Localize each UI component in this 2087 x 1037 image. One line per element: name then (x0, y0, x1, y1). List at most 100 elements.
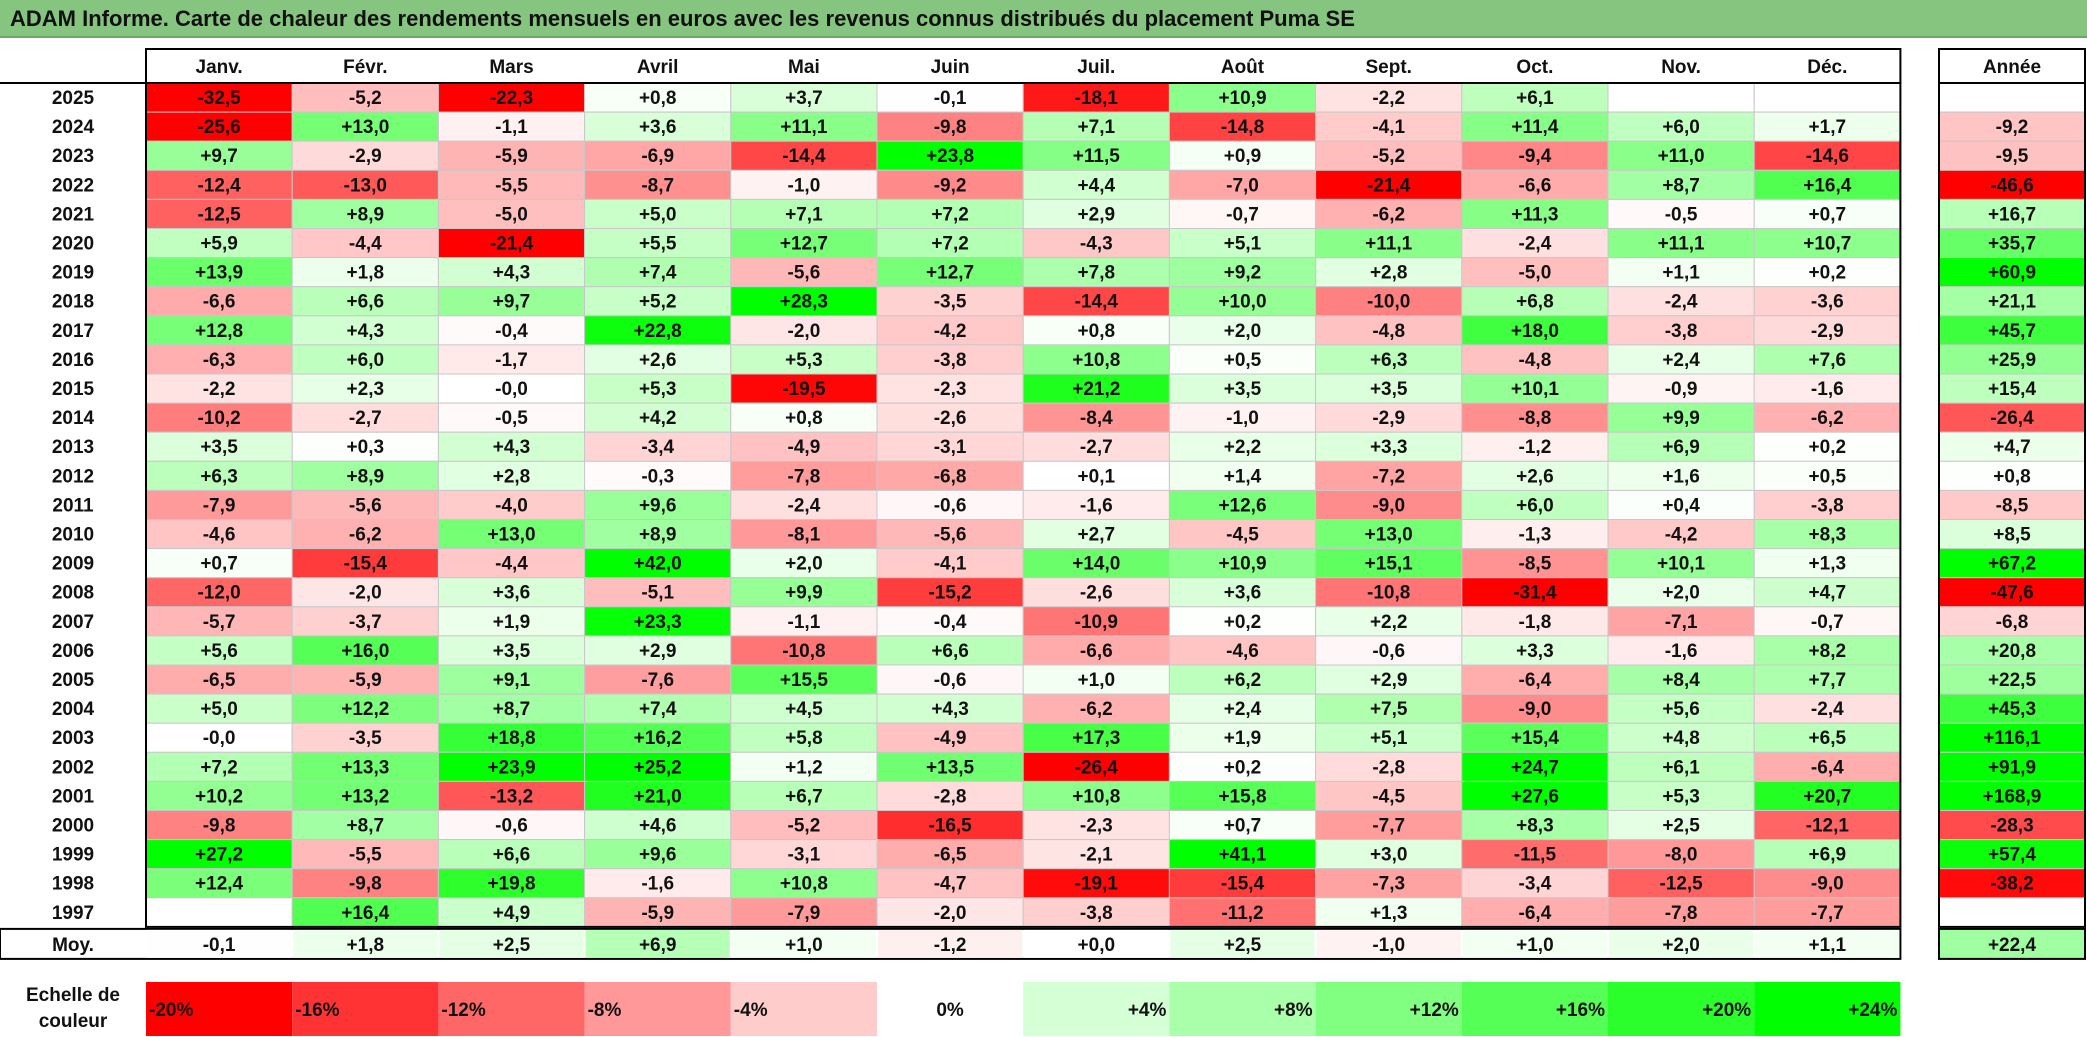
heatmap-cell (876, 431, 1024, 462)
cell-value: +7,4 (639, 263, 677, 284)
cell-value: +2,4 (1662, 350, 1700, 371)
cell-value: +3,7 (785, 88, 823, 109)
cell-value: +10,9 (1218, 88, 1266, 109)
year-label: 2018 (52, 292, 94, 313)
cell-value: -4,9 (788, 437, 821, 458)
cell-value: -4,6 (1226, 641, 1259, 662)
cell-value: -12,4 (197, 175, 241, 196)
annual-cell (1938, 519, 2086, 550)
cell-value: -5,6 (788, 263, 821, 284)
cell-value: -21,4 (490, 234, 534, 255)
average-value: +1,8 (347, 935, 385, 956)
cell-value: -6,2 (1372, 204, 1405, 225)
cell-value: -3,1 (934, 437, 967, 458)
year-label: 1997 (52, 903, 94, 924)
cell-value: -10,9 (1075, 612, 1118, 633)
cell-value: +4,6 (639, 816, 677, 837)
cell-value: +5,0 (200, 699, 238, 720)
cell-value: +8,7 (493, 699, 531, 720)
heatmap-cell (730, 489, 878, 520)
cell-value: -3,4 (1519, 874, 1552, 895)
cell-value: +0,8 (785, 408, 823, 429)
cell-value: +11,1 (1658, 234, 1705, 255)
heatmap-cell (730, 460, 878, 491)
annual-value: +60,9 (1988, 263, 2036, 284)
heatmap-cell (584, 82, 732, 113)
cell-value: +8,7 (1662, 175, 1700, 196)
heatmap-cell (437, 402, 586, 433)
cell-value: +8,7 (347, 816, 385, 837)
cell-value: +22,8 (634, 321, 682, 342)
annual-value: +25,9 (1988, 350, 2036, 371)
heatmap-cell (584, 402, 732, 433)
heatmap-cell (584, 228, 732, 259)
cell-value: +27,2 (195, 845, 243, 866)
annual-border (1938, 82, 2086, 928)
heatmap-cell (876, 722, 1024, 753)
cell-value: -4,9 (934, 728, 967, 749)
cell-value: -4,4 (495, 554, 528, 575)
cell-value: -5,2 (1372, 146, 1405, 167)
heatmap-cell (1461, 548, 1609, 579)
cell-value: +13,3 (341, 757, 389, 778)
cell-value: +5,0 (639, 204, 677, 225)
cell-value: +0,2 (1809, 263, 1847, 284)
heatmap-cell (1168, 635, 1317, 666)
color-scale-step-label: +24% (1848, 1000, 1897, 1021)
cell-value: +7,5 (1370, 699, 1408, 720)
year-label: 2007 (52, 612, 94, 633)
annual-cell (1938, 169, 2086, 200)
annual-value: +16,7 (1988, 204, 2036, 225)
color-scale-swatch (877, 982, 1024, 1036)
cell-value: -3,8 (1665, 321, 1698, 342)
cell-value: +25,2 (634, 757, 682, 778)
heatmap-cell (437, 257, 586, 288)
cell-value: +2,4 (1224, 699, 1262, 720)
cell-value: +6,9 (1809, 845, 1847, 866)
year-label: 2017 (52, 321, 94, 342)
cell-value: -0,0 (495, 379, 528, 400)
cell-value: +0,8 (639, 88, 677, 109)
cell-value: -5,2 (788, 816, 821, 837)
heatmap-cell (437, 228, 586, 259)
heatmap-cell (1607, 82, 1755, 113)
heatmap-cell (1022, 722, 1170, 753)
cell-value: +9,7 (200, 146, 238, 167)
year-label: 2005 (52, 670, 95, 691)
cell-value: -3,7 (349, 612, 382, 633)
year-label: 1998 (52, 874, 94, 895)
cell-value: +2,2 (1370, 612, 1408, 633)
cell-value: -7,3 (1372, 874, 1405, 895)
cell-value: +9,6 (639, 495, 677, 516)
heatmap-cell (1022, 228, 1170, 259)
cell-value: +7,1 (785, 204, 823, 225)
heatmap-cell (1461, 519, 1609, 550)
heatmap-cell (1168, 140, 1317, 171)
cell-value: -2,3 (1080, 816, 1113, 837)
heatmap-cell (145, 519, 293, 550)
cell-value: +5,5 (639, 234, 677, 255)
heatmap-cell (584, 693, 732, 724)
heatmap-cell (584, 839, 732, 870)
cell-value: -6,5 (203, 670, 236, 691)
heatmap-cell (1022, 373, 1170, 404)
cell-value: -14,4 (1075, 292, 1119, 313)
average-value: -0,1 (203, 935, 236, 956)
cell-value: -7,9 (788, 903, 821, 924)
color-scale-swatch (1169, 982, 1316, 1036)
heatmap-cell (1315, 548, 1463, 579)
cell-value: +10,8 (780, 874, 828, 895)
cell-value: -2,0 (934, 903, 967, 924)
cell-value: +11,4 (1511, 117, 1558, 138)
average-value: +1,0 (1516, 935, 1554, 956)
cell-value: +3,5 (493, 641, 531, 662)
cell-value: -6,8 (934, 466, 967, 487)
heatmap-cell (876, 402, 1024, 433)
heatmap-cell (291, 198, 439, 229)
cell-value: +0,8 (1078, 321, 1116, 342)
cell-value: -4,7 (934, 874, 967, 895)
heatmap-cell (1461, 577, 1609, 608)
heatmap-cell (876, 810, 1024, 841)
heatmap-cell (730, 431, 878, 462)
average-value: +0,0 (1078, 935, 1116, 956)
